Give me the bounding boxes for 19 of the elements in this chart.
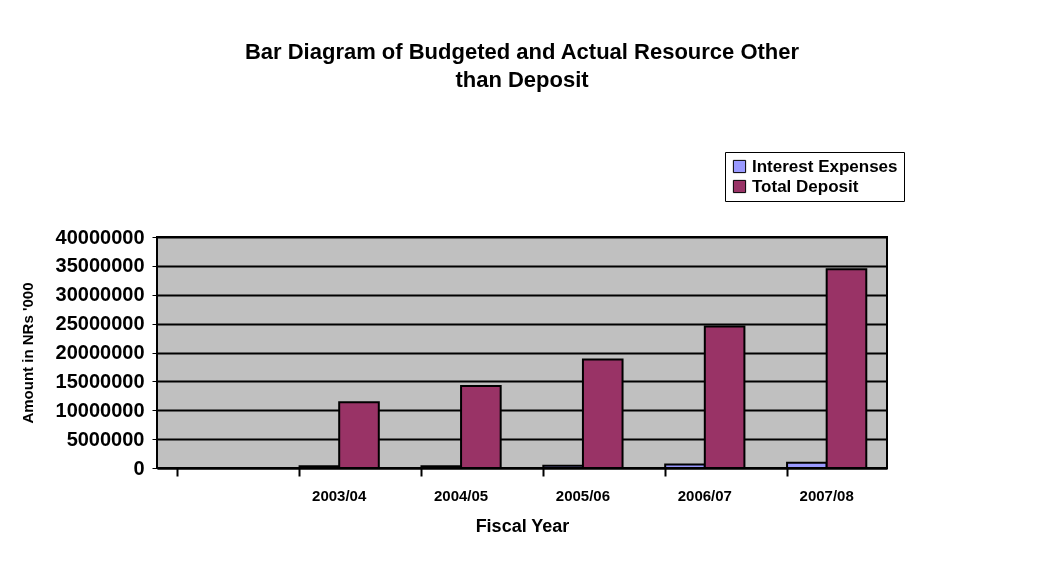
y-tick-label: 25000000 (55, 312, 145, 335)
y-tick-label: 40000000 (55, 225, 145, 248)
legend-label: Interest Expenses (752, 156, 898, 176)
y-axis-title: Amount in NRs '000 (18, 282, 36, 424)
x-tick-label: 2005/06 (555, 486, 611, 504)
chart-title: Bar Diagram of Budgeted and Actual Resource Other than Deposit (244, 38, 800, 92)
y-tick-label: 20000000 (55, 341, 145, 363)
x-axis-title: Fiscal Year (475, 515, 570, 536)
y-tick-label: 5000000 (66, 427, 145, 450)
x-tick-label: 2007/08 (799, 486, 854, 504)
legend-label: Total Deposit (752, 176, 859, 196)
y-tick-label: 35000000 (55, 254, 145, 277)
y-tick-label: 10000000 (55, 398, 145, 421)
x-tick-label: 2006/07 (677, 486, 732, 504)
x-tick-label: 2003/04 (312, 486, 367, 504)
y-tick-label: 15000000 (55, 369, 145, 392)
y-tick-label: 30000000 (55, 283, 145, 306)
x-tick-label: 2004/05 (433, 486, 489, 504)
y-tick-label: 0 (133, 456, 145, 479)
